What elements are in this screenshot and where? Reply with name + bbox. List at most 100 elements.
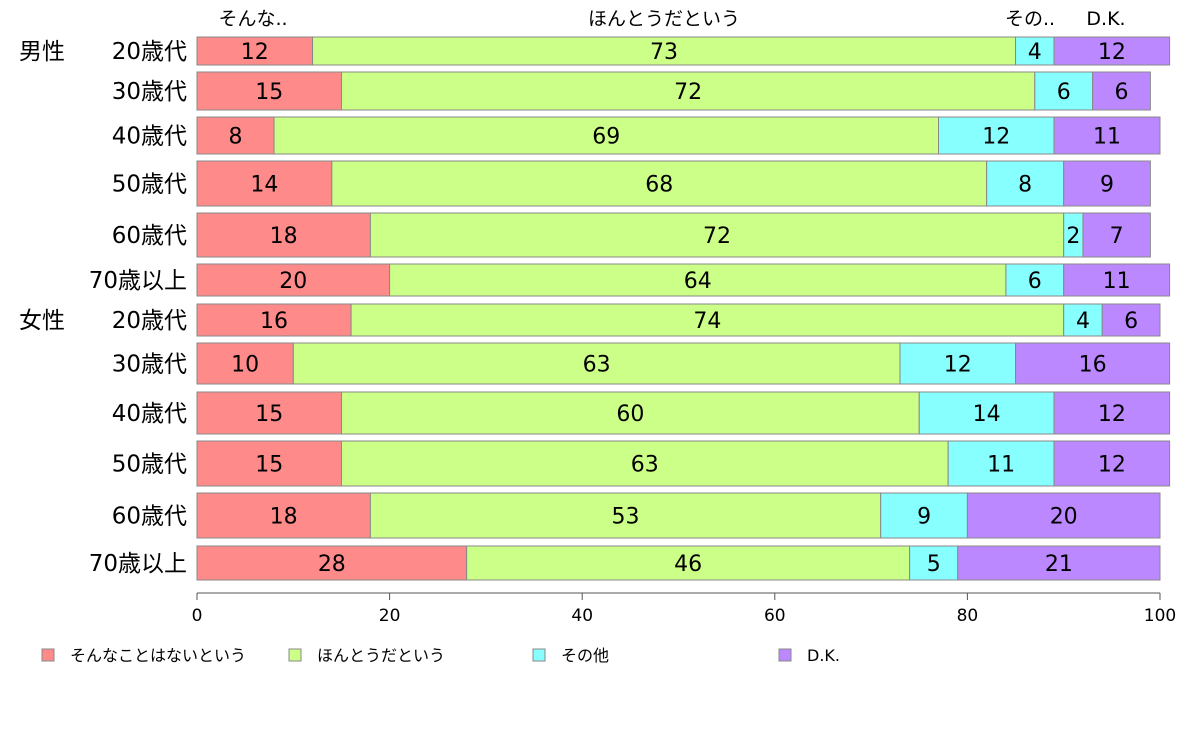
bar-segment-row6-s2: [1063, 303, 1103, 337]
bar-segment-row8-s1: [340, 391, 920, 435]
bar-segment-row4-s0: [196, 212, 371, 258]
bar-segment-row2-s3: [1053, 116, 1161, 155]
row-label-10: 60歳代: [112, 504, 187, 530]
data-label-row8-s2: 14: [973, 402, 1001, 427]
bar-segment-row11-s3: [957, 545, 1161, 581]
bar-segment-row6-s1: [350, 303, 1065, 337]
legend-swatch-0: [41, 648, 55, 662]
data-label-row6-s0: 16: [260, 309, 288, 334]
bar-segment-row10-s3: [966, 492, 1161, 539]
bar-segment-row0-s3: [1053, 36, 1171, 66]
bar-segment-row6-s0: [196, 303, 352, 337]
legend-label-2: その他: [561, 646, 609, 665]
data-label-row10-s3: 20: [1050, 505, 1078, 530]
bar-segment-row9-s0: [196, 440, 342, 487]
row-label-1: 30歳代: [112, 79, 187, 105]
data-label-row3-s1: 68: [645, 173, 673, 198]
data-label-row1-s3: 6: [1114, 80, 1128, 105]
data-label-row6-s2: 4: [1076, 309, 1090, 334]
bar-segment-row0-s1: [312, 36, 1017, 66]
data-label-row6-s1: 74: [693, 309, 721, 334]
data-label-row10-s1: 53: [612, 505, 640, 530]
data-label-row7-s2: 12: [944, 353, 972, 378]
data-label-row7-s0: 10: [231, 353, 259, 378]
bar-segment-row7-s1: [292, 342, 901, 385]
data-label-row11-s2: 5: [927, 552, 941, 577]
x-tick-label-4: 80: [957, 606, 979, 626]
data-label-row0-s0: 12: [241, 40, 269, 65]
bar-segment-row1-s3: [1092, 71, 1151, 111]
data-label-row9-s0: 15: [255, 453, 283, 478]
data-label-row2-s2: 12: [982, 125, 1010, 150]
legend-label-0: そんなことはないという: [70, 646, 246, 665]
bar-segment-row0-s2: [1015, 36, 1055, 66]
data-label-row1-s0: 15: [255, 80, 283, 105]
bar-segment-row3-s3: [1063, 160, 1151, 207]
bar-segment-row11-s1: [466, 545, 911, 581]
top-series-label-0: そんな..: [218, 8, 287, 30]
data-label-row11-s0: 28: [318, 552, 346, 577]
x-tick-label-1: 20: [379, 606, 401, 626]
data-label-row3-s3: 9: [1100, 173, 1114, 198]
data-label-row10-s0: 18: [270, 505, 298, 530]
bar-segment-row11-s2: [909, 545, 959, 581]
data-label-row4-s3: 7: [1110, 224, 1124, 249]
data-label-row1-s1: 72: [674, 80, 702, 105]
data-label-row11-s1: 46: [674, 552, 702, 577]
row-label-3: 50歳代: [112, 172, 187, 198]
data-label-row2-s3: 11: [1093, 125, 1121, 150]
row-label-5: 70歳以上: [89, 268, 187, 294]
data-label-row4-s2: 2: [1066, 224, 1080, 249]
bar-segment-row2-s0: [196, 116, 275, 155]
legend-label-1: ほんとうだという: [317, 646, 445, 665]
bar-segment-row3-s1: [331, 160, 988, 207]
bar-segment-row5-s3: [1063, 263, 1171, 297]
data-label-row7-s3: 16: [1079, 353, 1107, 378]
data-label-row2-s1: 69: [592, 125, 620, 150]
group-label-6: 女性: [19, 308, 65, 334]
bar-segment-row10-s1: [369, 492, 882, 539]
data-label-row9-s2: 11: [987, 453, 1015, 478]
data-label-row0-s1: 73: [650, 40, 678, 65]
bar-segment-row6-s3: [1101, 303, 1161, 337]
row-label-7: 30歳代: [112, 352, 187, 378]
legend-swatch-1: [288, 648, 302, 662]
top-series-label-1: ほんとうだという: [588, 8, 740, 30]
data-label-row5-s2: 6: [1028, 269, 1042, 294]
data-label-row3-s0: 14: [250, 173, 278, 198]
legend-swatch-2: [532, 648, 546, 662]
bar-segment-row5-s1: [389, 263, 1007, 297]
bar-segment-row4-s1: [369, 212, 1065, 258]
data-label-row6-s3: 6: [1124, 309, 1138, 334]
bar-segment-row2-s1: [273, 116, 940, 155]
bar-segment-row9-s2: [947, 440, 1055, 487]
data-label-row7-s1: 63: [583, 353, 611, 378]
bar-segment-row7-s3: [1015, 342, 1171, 385]
row-label-9: 50歳代: [112, 452, 187, 478]
data-label-row4-s0: 18: [270, 224, 298, 249]
legend-swatch-3: [778, 648, 792, 662]
data-label-row5-s1: 64: [684, 269, 712, 294]
bar-segment-row9-s1: [340, 440, 949, 487]
bar-segment-row1-s1: [340, 71, 1036, 111]
row-label-6: 20歳代: [112, 308, 187, 334]
top-series-label-3: D.K.: [1086, 8, 1125, 30]
top-series-label-2: その..: [1005, 8, 1055, 30]
data-label-row10-s2: 9: [917, 505, 931, 530]
data-label-row5-s3: 11: [1103, 269, 1131, 294]
data-label-row5-s0: 20: [279, 269, 307, 294]
x-tick-label-3: 60: [764, 606, 786, 626]
bar-segment-row3-s0: [196, 160, 333, 207]
data-label-row8-s0: 15: [255, 402, 283, 427]
row-label-2: 40歳代: [112, 124, 187, 150]
row-label-0: 20歳代: [112, 39, 187, 65]
data-label-row4-s1: 72: [703, 224, 731, 249]
data-label-row2-s0: 8: [229, 125, 243, 150]
legend-label-3: D.K.: [807, 646, 840, 665]
data-label-row11-s3: 21: [1045, 552, 1073, 577]
bar-segment-row0-s0: [196, 36, 314, 66]
bar-segment-row11-s0: [196, 545, 468, 581]
x-tick-label-0: 0: [192, 606, 203, 626]
